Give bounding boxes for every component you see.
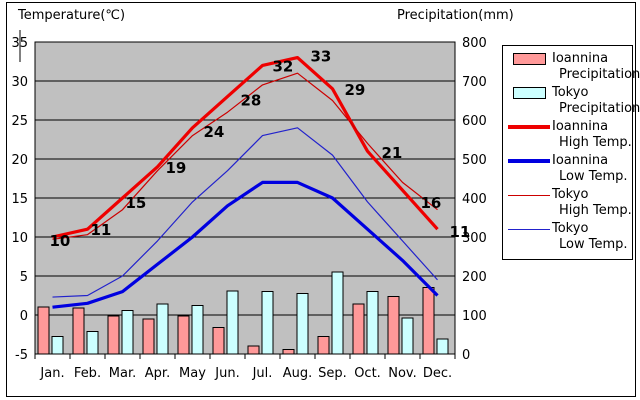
bar-ioannina-precipitation: [422, 287, 435, 355]
x-axis-month-label: Jan.: [39, 366, 64, 381]
high-temp-point-label: 11: [450, 223, 471, 241]
x-axis-month-label: Oct.: [354, 366, 381, 381]
legend-item-ioannina-high-temp: Ioannina High Temp.: [506, 119, 632, 151]
legend-label: Ioannina: [552, 119, 609, 134]
high-temp-point-label: 19: [166, 159, 187, 177]
legend: Ioannina Precipitation Tokyo Precipitati…: [502, 45, 640, 260]
high-temp-point-label: 32: [273, 57, 294, 75]
bar-tokyo-precipitation: [296, 293, 309, 355]
high-temp-point-label: 11: [91, 221, 112, 239]
ioannina-precipitation-swatch-icon: [512, 53, 546, 65]
high-temp-point-label: 33: [311, 48, 332, 66]
x-axis-month-label: May: [179, 366, 206, 381]
precipitation-axis-tick-label: 200: [462, 270, 487, 285]
high-temp-point-label: 24: [204, 123, 225, 141]
temperature-axis-tick-label: 20: [11, 153, 28, 168]
legend-label: Low Temp.: [559, 169, 628, 184]
line-ioannina-low-temp: [52, 180, 439, 309]
legend-item-ioannina-precipitation: Ioannina Precipitation: [506, 51, 640, 83]
bar-tokyo-precipitation: [51, 335, 64, 355]
x-axis-month-label: Apr.: [145, 366, 170, 381]
temperature-axis-tick-label: 5: [20, 270, 28, 285]
temperature-axis-tick-label: 10: [11, 231, 28, 246]
high-temp-point-label: 21: [382, 144, 403, 162]
high-temp-point-label: 10: [50, 232, 71, 250]
legend-label: Ioannina: [552, 51, 609, 66]
x-axis-month-label: Dec.: [423, 366, 452, 381]
temperature-axis-tick-label: -5: [15, 348, 28, 363]
legend-label: Ioannina: [552, 153, 609, 168]
bar-ioannina-precipitation: [282, 348, 295, 355]
temperature-axis-title: Temperature(℃): [18, 8, 126, 23]
legend-label: Precipitation: [559, 101, 640, 116]
line-tokyo-low-temp: [52, 127, 438, 298]
precipitation-axis-tick-label: 300: [462, 231, 487, 246]
bar-tokyo-precipitation: [156, 303, 169, 355]
bar-tokyo-precipitation: [331, 271, 344, 355]
precipitation-axis-tick-label: 400: [462, 192, 487, 207]
tokyo-high-temp-line-icon: [508, 194, 550, 196]
bar-tokyo-precipitation: [261, 291, 274, 355]
high-temp-point-label: 16: [421, 194, 442, 212]
bar-ioannina-precipitation: [37, 306, 50, 355]
precipitation-axis-tick-label: 700: [462, 75, 487, 90]
legend-item-tokyo-high-temp: Tokyo High Temp.: [506, 187, 632, 219]
legend-label: High Temp.: [559, 135, 632, 150]
legend-label: Tokyo: [552, 187, 589, 202]
bar-tokyo-precipitation: [191, 304, 204, 355]
legend-label: Tokyo: [552, 221, 589, 236]
temperature-axis-tick-label: 30: [11, 75, 28, 90]
x-axis-month-label: Mar.: [109, 366, 136, 381]
ioannina-high-temp-line-icon: [508, 125, 550, 129]
tokyo-low-temp-line-icon: [508, 228, 550, 230]
legend-item-tokyo-precipitation: Tokyo Precipitation: [506, 85, 640, 117]
x-axis-month-label: Sep.: [318, 366, 347, 381]
legend-item-ioannina-low-temp: Ioannina Low Temp.: [506, 153, 630, 185]
x-axis-month-label: Nov.: [388, 366, 417, 381]
precipitation-axis-tick-label: 600: [462, 114, 487, 129]
legend-item-tokyo-low-temp: Tokyo Low Temp.: [506, 221, 630, 253]
precipitation-axis-tick-label: 500: [462, 153, 487, 168]
legend-label: Tokyo: [552, 85, 589, 100]
bar-tokyo-precipitation: [366, 291, 379, 355]
x-axis-month-label: Jul.: [252, 366, 273, 381]
high-temp-point-label: 28: [241, 92, 262, 110]
temperature-axis-tick-label: 35: [11, 36, 28, 51]
bar-ioannina-precipitation: [387, 295, 400, 355]
line-tokyo-high-temp: [52, 72, 438, 240]
bar-ioannina-precipitation: [107, 315, 120, 355]
x-axis-month-label: Feb.: [74, 366, 101, 381]
line-ioannina-high-temp: [52, 55, 439, 239]
bar-ioannina-precipitation: [352, 303, 365, 355]
bar-tokyo-precipitation: [436, 338, 449, 355]
high-temp-point-label: 29: [345, 81, 366, 99]
bar-ioannina-precipitation: [212, 326, 225, 355]
ioannina-low-temp-line-icon: [508, 159, 550, 163]
precipitation-axis-tick-label: 0: [462, 348, 470, 363]
x-axis-month-label: Jun.: [214, 366, 239, 381]
legend-label: Precipitation: [559, 67, 640, 82]
bar-tokyo-precipitation: [226, 290, 239, 355]
high-temp-point-label: 15: [126, 194, 147, 212]
precipitation-axis-tick-label: 800: [462, 36, 487, 51]
legend-label: Low Temp.: [559, 237, 628, 252]
bar-ioannina-precipitation: [317, 335, 330, 355]
bar-tokyo-precipitation: [86, 330, 99, 355]
tokyo-precipitation-swatch-icon: [512, 87, 546, 99]
bar-ioannina-precipitation: [142, 318, 155, 355]
precipitation-axis-tick-label: 100: [462, 309, 487, 324]
bar-tokyo-precipitation: [401, 317, 414, 355]
precipitation-axis-title: Precipitation(mm): [397, 8, 514, 23]
bar-tokyo-precipitation: [121, 309, 134, 355]
legend-label: High Temp.: [559, 203, 632, 218]
bar-ioannina-precipitation: [177, 315, 190, 355]
bar-ioannina-precipitation: [72, 307, 85, 355]
temperature-axis-tick-label: 25: [11, 114, 28, 129]
x-axis-month-label: Aug.: [283, 366, 313, 381]
temperature-axis-tick-label: 0: [20, 309, 28, 324]
bar-ioannina-precipitation: [247, 345, 260, 355]
temperature-axis-tick-label: 15: [11, 192, 28, 207]
